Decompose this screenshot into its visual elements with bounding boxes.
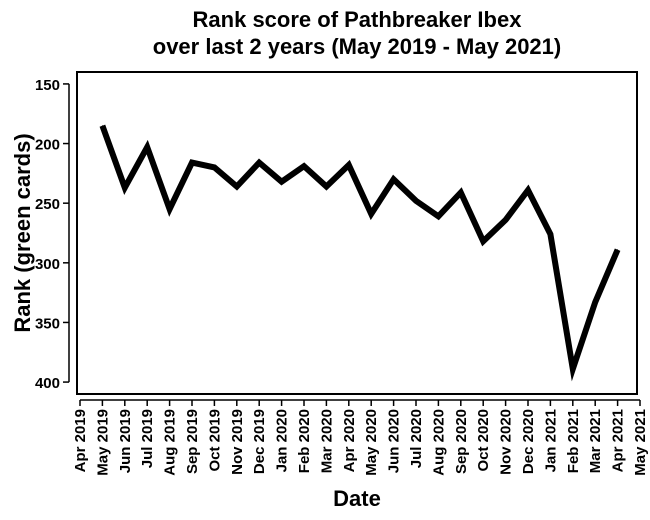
data-point [505,219,507,221]
data-point [146,146,148,148]
x-tick-label: Jun 2019 [117,409,134,473]
data-point [258,162,260,164]
x-tick-label: Feb 2020 [296,409,313,473]
series-line [99,124,621,382]
data-point [460,192,462,193]
chart-title-line-2: over last 2 years (May 2019 - May 2021) [153,34,561,59]
y-tick-label: 150 [35,77,60,94]
x-tick-label: Sep 2019 [184,409,201,474]
x-tick-label: Aug 2020 [430,409,447,476]
x-tick-label: May 2019 [94,409,111,476]
x-tick-label: Dec 2019 [251,409,268,474]
x-tick-label: Mar 2021 [587,409,604,473]
data-point [415,200,417,202]
data-point [101,125,103,127]
x-tick-label: Jul 2019 [139,409,156,468]
data-point [191,162,193,164]
data-point [303,165,305,167]
data-point [549,233,551,235]
data-point [169,208,171,210]
plot-area-frame [76,71,638,395]
y-tick-label: 200 [35,137,60,154]
data-point [482,240,484,242]
x-tick-label: Apr 2019 [72,409,89,472]
chart-title-line-1: Rank score of Pathbreaker Ibex [193,7,523,32]
data-point [617,249,619,251]
series-layer [99,124,621,382]
x-tick-label: Aug 2019 [162,409,179,476]
x-axis: Apr 2019 May 2019 Jun 2019 Jul 2019 Aug 2019… [72,399,649,476]
x-tick-label: Apr 2020 [341,409,358,472]
data-point [124,187,126,189]
x-tick-label: Sep 2020 [453,409,470,474]
x-tick-label: Jan 2020 [274,409,291,472]
x-tick-label: Mar 2020 [318,409,335,473]
y-tick-label: 300 [35,256,60,273]
y-tick-label: 400 [35,375,60,392]
x-tick-label: Dec 2020 [520,409,537,474]
data-point [236,186,238,187]
data-point [281,181,283,183]
x-tick-label: Oct 2020 [475,409,492,472]
y-tick-label: 250 [35,196,60,213]
x-tick-label: Nov 2019 [229,409,246,475]
data-point [325,186,327,187]
x-tick-label: Oct 2019 [206,409,223,472]
x-tick-label: May 2021 [632,409,649,476]
y-axis: 150 200 250 300 350 400 [35,77,70,392]
x-tick-label: Nov 2020 [498,409,515,475]
data-point [572,368,574,370]
x-tick-label: Jun 2020 [386,409,403,473]
data-point [527,189,529,191]
x-axis-label: Date [333,486,381,511]
x-tick-label: Jan 2021 [542,409,559,472]
x-tick-label: Feb 2021 [565,409,582,473]
data-point [393,178,395,180]
y-tick-label: 350 [35,315,60,332]
x-tick-label: Jul 2020 [408,409,425,468]
data-point [594,301,596,303]
data-point [348,164,350,166]
data-point [370,213,372,215]
x-tick-label: Apr 2021 [610,409,627,472]
data-point [437,215,439,217]
y-axis-label: Rank (green cards) [10,133,35,332]
data-point [213,166,215,168]
x-tick-label: May 2020 [363,409,380,476]
